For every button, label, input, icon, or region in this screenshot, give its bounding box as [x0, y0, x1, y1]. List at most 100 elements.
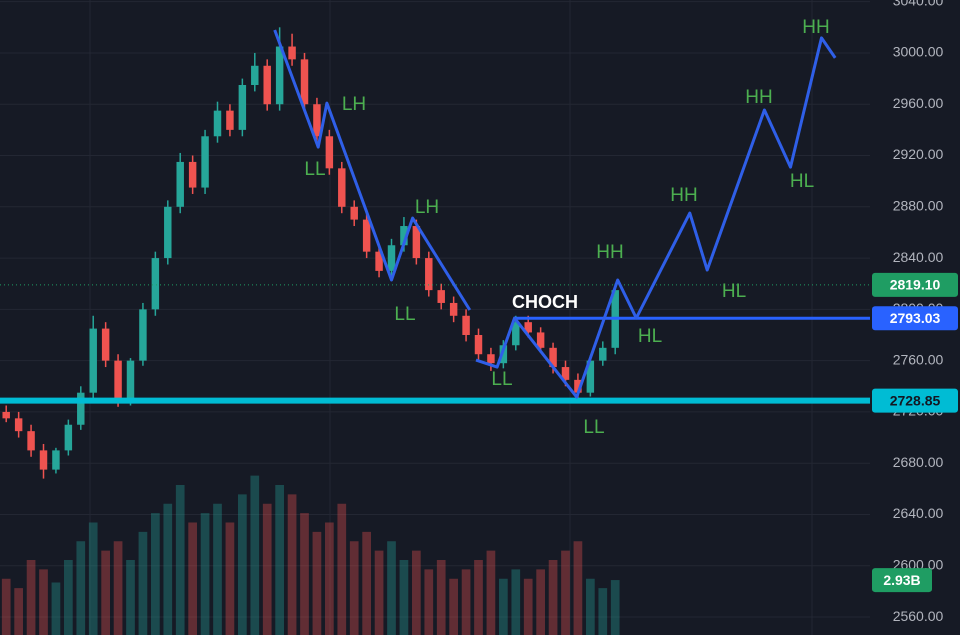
price-box	[872, 272, 958, 297]
candle-body	[213, 110, 222, 137]
annotation: LL	[583, 417, 604, 438]
volume-bar	[349, 541, 359, 635]
price-box-label: 2819.10	[890, 277, 941, 293]
candle-body	[64, 424, 73, 451]
candle-body	[499, 345, 508, 364]
candle-body	[89, 328, 97, 393]
volume-bar	[412, 550, 421, 635]
volume-box	[872, 568, 932, 593]
volume-box-label: 2.93B	[883, 572, 920, 588]
y-tick-label: 2880.00	[893, 197, 944, 213]
volume-bar	[113, 541, 123, 635]
candle-body	[176, 161, 184, 207]
annotation: HL	[638, 326, 662, 347]
candle-body	[599, 347, 607, 361]
volume-bar	[325, 522, 334, 635]
volume-bar	[486, 550, 496, 635]
volume-bar	[262, 503, 272, 635]
annotation: LH	[415, 197, 439, 218]
y-tick-label: 3040.00	[893, 0, 944, 8]
structure-line	[273, 29, 837, 399]
volume-bar	[449, 578, 458, 635]
candle-body	[188, 161, 197, 188]
volume-bar	[399, 560, 409, 635]
price-box	[872, 388, 958, 413]
candle-body	[251, 65, 259, 85]
candle-body	[474, 335, 483, 355]
candle-body	[300, 59, 309, 105]
y-tick-label: 2560.00	[893, 608, 944, 624]
candle-body	[101, 328, 110, 361]
volume-bar	[436, 560, 446, 635]
candle-body	[586, 360, 595, 393]
volume-bar	[610, 580, 620, 635]
volume-bar	[523, 578, 533, 635]
volume-bar	[51, 582, 61, 635]
y-tick-label: 2680.00	[893, 454, 944, 470]
candle-body	[512, 322, 520, 346]
volume-bar	[586, 578, 595, 635]
volume-bar	[548, 560, 558, 635]
candle-body	[375, 251, 383, 271]
candle-body	[437, 290, 445, 303]
volume-bar	[76, 541, 86, 635]
volume-bar	[511, 569, 521, 635]
annotation: HH	[596, 242, 623, 263]
volume-bar	[474, 560, 483, 635]
candle-body	[164, 206, 172, 259]
volume-bar	[188, 522, 197, 635]
volume-bar	[138, 531, 148, 635]
volume-bar	[200, 513, 210, 635]
candle-body	[77, 392, 85, 425]
candle-body	[387, 245, 396, 271]
volume-bar	[561, 550, 570, 635]
candle-body	[238, 85, 247, 130]
candle-body	[313, 104, 321, 137]
volume-bar	[163, 503, 173, 635]
candle-body	[487, 354, 495, 364]
candle-body	[400, 226, 408, 246]
annotation: LL	[491, 369, 512, 390]
volume-bar	[151, 513, 160, 635]
volume-bar	[39, 569, 48, 635]
candle-body	[126, 360, 135, 402]
candle-body	[524, 322, 532, 333]
annotation: HH	[802, 17, 829, 38]
y-tick-label: 2760.00	[893, 351, 944, 367]
candle-body	[362, 219, 371, 252]
volume-bar	[238, 494, 247, 635]
candle-body	[449, 302, 458, 316]
annotation: HL	[722, 281, 746, 302]
candle-body	[39, 450, 48, 470]
candle-body	[536, 332, 545, 348]
y-tick-label: 2920.00	[893, 146, 944, 162]
volume-bar	[26, 560, 36, 635]
candle-body	[14, 418, 23, 432]
candle-body	[201, 136, 209, 188]
candle-body	[549, 347, 557, 368]
annotation: CHOCH	[512, 292, 578, 312]
candle-body	[325, 136, 334, 169]
candle-body	[139, 309, 147, 361]
volume-bar	[64, 560, 73, 635]
price-box-label: 2793.03	[890, 310, 941, 326]
candle-body	[263, 65, 271, 105]
annotation: LL	[394, 304, 415, 325]
candle-body	[412, 226, 421, 259]
volume-bar	[287, 494, 297, 635]
candle-body	[288, 46, 296, 60]
volume-bar	[499, 578, 508, 635]
volume-bar	[312, 531, 322, 635]
volume-bar	[175, 485, 185, 635]
volume-bar	[1, 578, 11, 635]
candle-body	[27, 431, 35, 451]
price-box-label: 2728.85	[890, 392, 941, 408]
candle-body	[275, 46, 284, 105]
volume-bar	[14, 588, 23, 635]
candle-body	[574, 379, 582, 393]
y-tick-label: 2960.00	[893, 95, 944, 111]
candle-body	[114, 360, 122, 402]
volume-bar	[225, 522, 235, 635]
volume-bar	[275, 485, 284, 635]
candle-body	[2, 411, 10, 419]
